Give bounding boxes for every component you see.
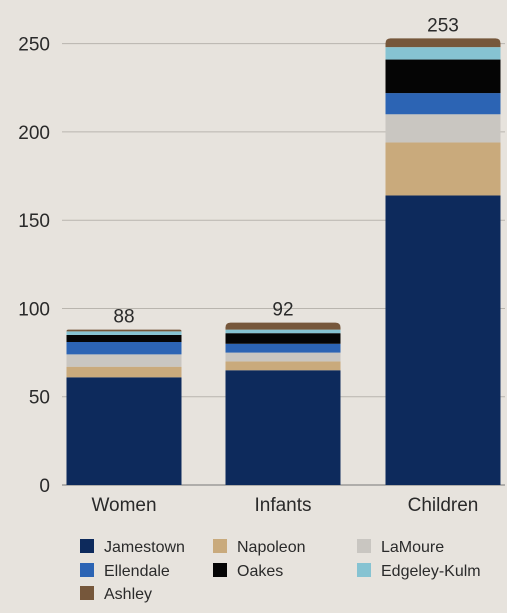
bar-segment-ashley-women (66, 329, 182, 332)
legend: Jamestown Napoleon LaMoure Ellendale Oakes Ed… (80, 539, 481, 603)
bar-total-label: 253 (427, 15, 459, 36)
bar-segment-ellendale-infants (225, 343, 341, 353)
bar-total-labels: 88 92 253 (113, 15, 458, 327)
bars (66, 38, 501, 485)
bar-segment-lamoure-children (385, 114, 501, 143)
bar-segment-lamoure-infants (225, 352, 341, 362)
bar-segment-napoleon-children (385, 142, 501, 196)
legend-label-oakes: Oakes (237, 563, 283, 580)
y-tick-label: 250 (18, 35, 50, 56)
legend-swatch-ellendale (80, 563, 94, 577)
bar-segment-ashley-infants (225, 322, 341, 330)
x-axis-tick-labels: Women Infants Children (91, 495, 478, 516)
bar-segment-oakes-children (385, 59, 501, 94)
legend-label-napoleon: Napoleon (237, 539, 306, 556)
y-tick-label: 200 (18, 123, 50, 144)
bar-segment-jamestown-children (385, 195, 501, 485)
bar-segment-jamestown-infants (225, 370, 341, 485)
bar-segment-oakes-infants (225, 333, 341, 344)
bar-segment-edgeley-kulm-women (66, 331, 182, 335)
legend-label-lamoure: LaMoure (381, 539, 444, 556)
y-axis-tick-labels: 0 50 100 150 200 250 (18, 35, 50, 497)
y-tick-label: 150 (18, 211, 50, 232)
bar-segment-ashley-children (385, 38, 501, 48)
bar-segment-ellendale-women (66, 342, 182, 355)
bar-total-label: 88 (113, 307, 134, 328)
bar-segment-ellendale-children (385, 93, 501, 115)
bar-segment-napoleon-women (66, 366, 182, 378)
y-tick-label: 50 (29, 388, 50, 409)
legend-swatch-lamoure (357, 539, 371, 553)
y-tick-label: 100 (18, 299, 50, 320)
bar-total-label: 92 (272, 300, 293, 321)
bar-segment-lamoure-women (66, 354, 182, 367)
bar-segment-jamestown-women (66, 377, 182, 485)
bar-segment-edgeley-kulm-children (385, 47, 501, 60)
x-tick-label: Infants (254, 495, 311, 516)
x-tick-label: Children (408, 495, 479, 516)
legend-label-ellendale: Ellendale (104, 563, 170, 580)
bar-segment-napoleon-infants (225, 361, 341, 371)
bar-segment-oakes-women (66, 334, 182, 343)
legend-swatch-oakes (213, 563, 227, 577)
bar-segment-edgeley-kulm-infants (225, 329, 341, 334)
legend-swatch-napoleon (213, 539, 227, 553)
x-tick-label: Women (91, 495, 156, 516)
legend-swatch-edgeley-kulm (357, 563, 371, 577)
legend-label-jamestown: Jamestown (104, 539, 185, 556)
legend-swatch-jamestown (80, 539, 94, 553)
legend-swatch-ashley (80, 586, 94, 600)
y-tick-label: 0 (39, 476, 50, 497)
legend-label-ashley: Ashley (104, 586, 152, 603)
legend-label-edgeley-kulm: Edgeley-Kulm (381, 563, 481, 580)
